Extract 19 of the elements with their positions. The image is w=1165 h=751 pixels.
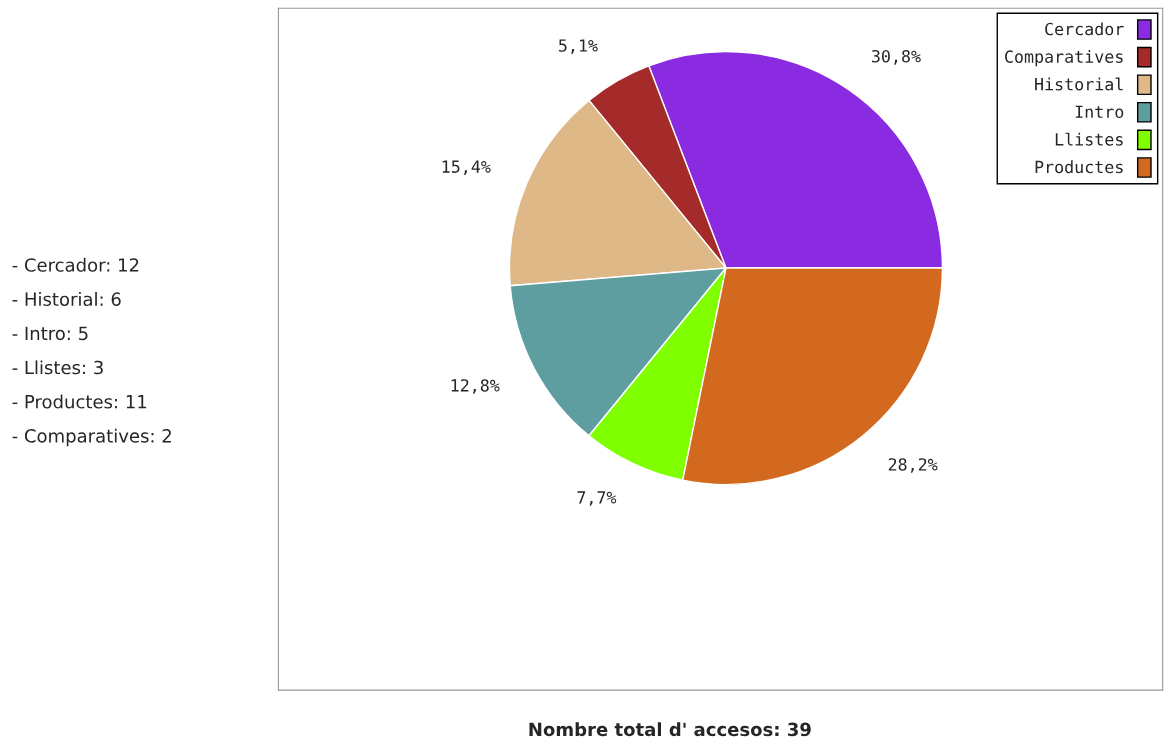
text: - Comparatives: 2: [12, 428, 171, 447]
text: - Productes: 11: [12, 394, 147, 409]
data-label: 5,1%: [559, 39, 598, 54]
text: - Cercador: 12: [12, 257, 139, 272]
data-label: 30,8%: [871, 49, 921, 65]
legend-label: Cercador: [1045, 22, 1124, 36]
legend-label: Intro: [1075, 105, 1124, 119]
text: - Llistes: 3: [12, 360, 103, 375]
data-label: 7,7%: [577, 491, 617, 506]
data-label: 15,4%: [442, 160, 491, 176]
text: Nombre total d' accesos: 39: [529, 722, 811, 737]
legend-label: Llistes: [1055, 132, 1123, 146]
text: - Intro: 5: [12, 326, 88, 341]
text: - Historial: 6: [12, 292, 121, 307]
legend-label: Historial: [1035, 77, 1123, 91]
data-label: 12,8%: [451, 379, 500, 394]
legend-label: Comparatives: [1005, 50, 1123, 67]
legend-label: Productes: [1035, 160, 1123, 174]
data-label: 28,2%: [888, 458, 938, 473]
